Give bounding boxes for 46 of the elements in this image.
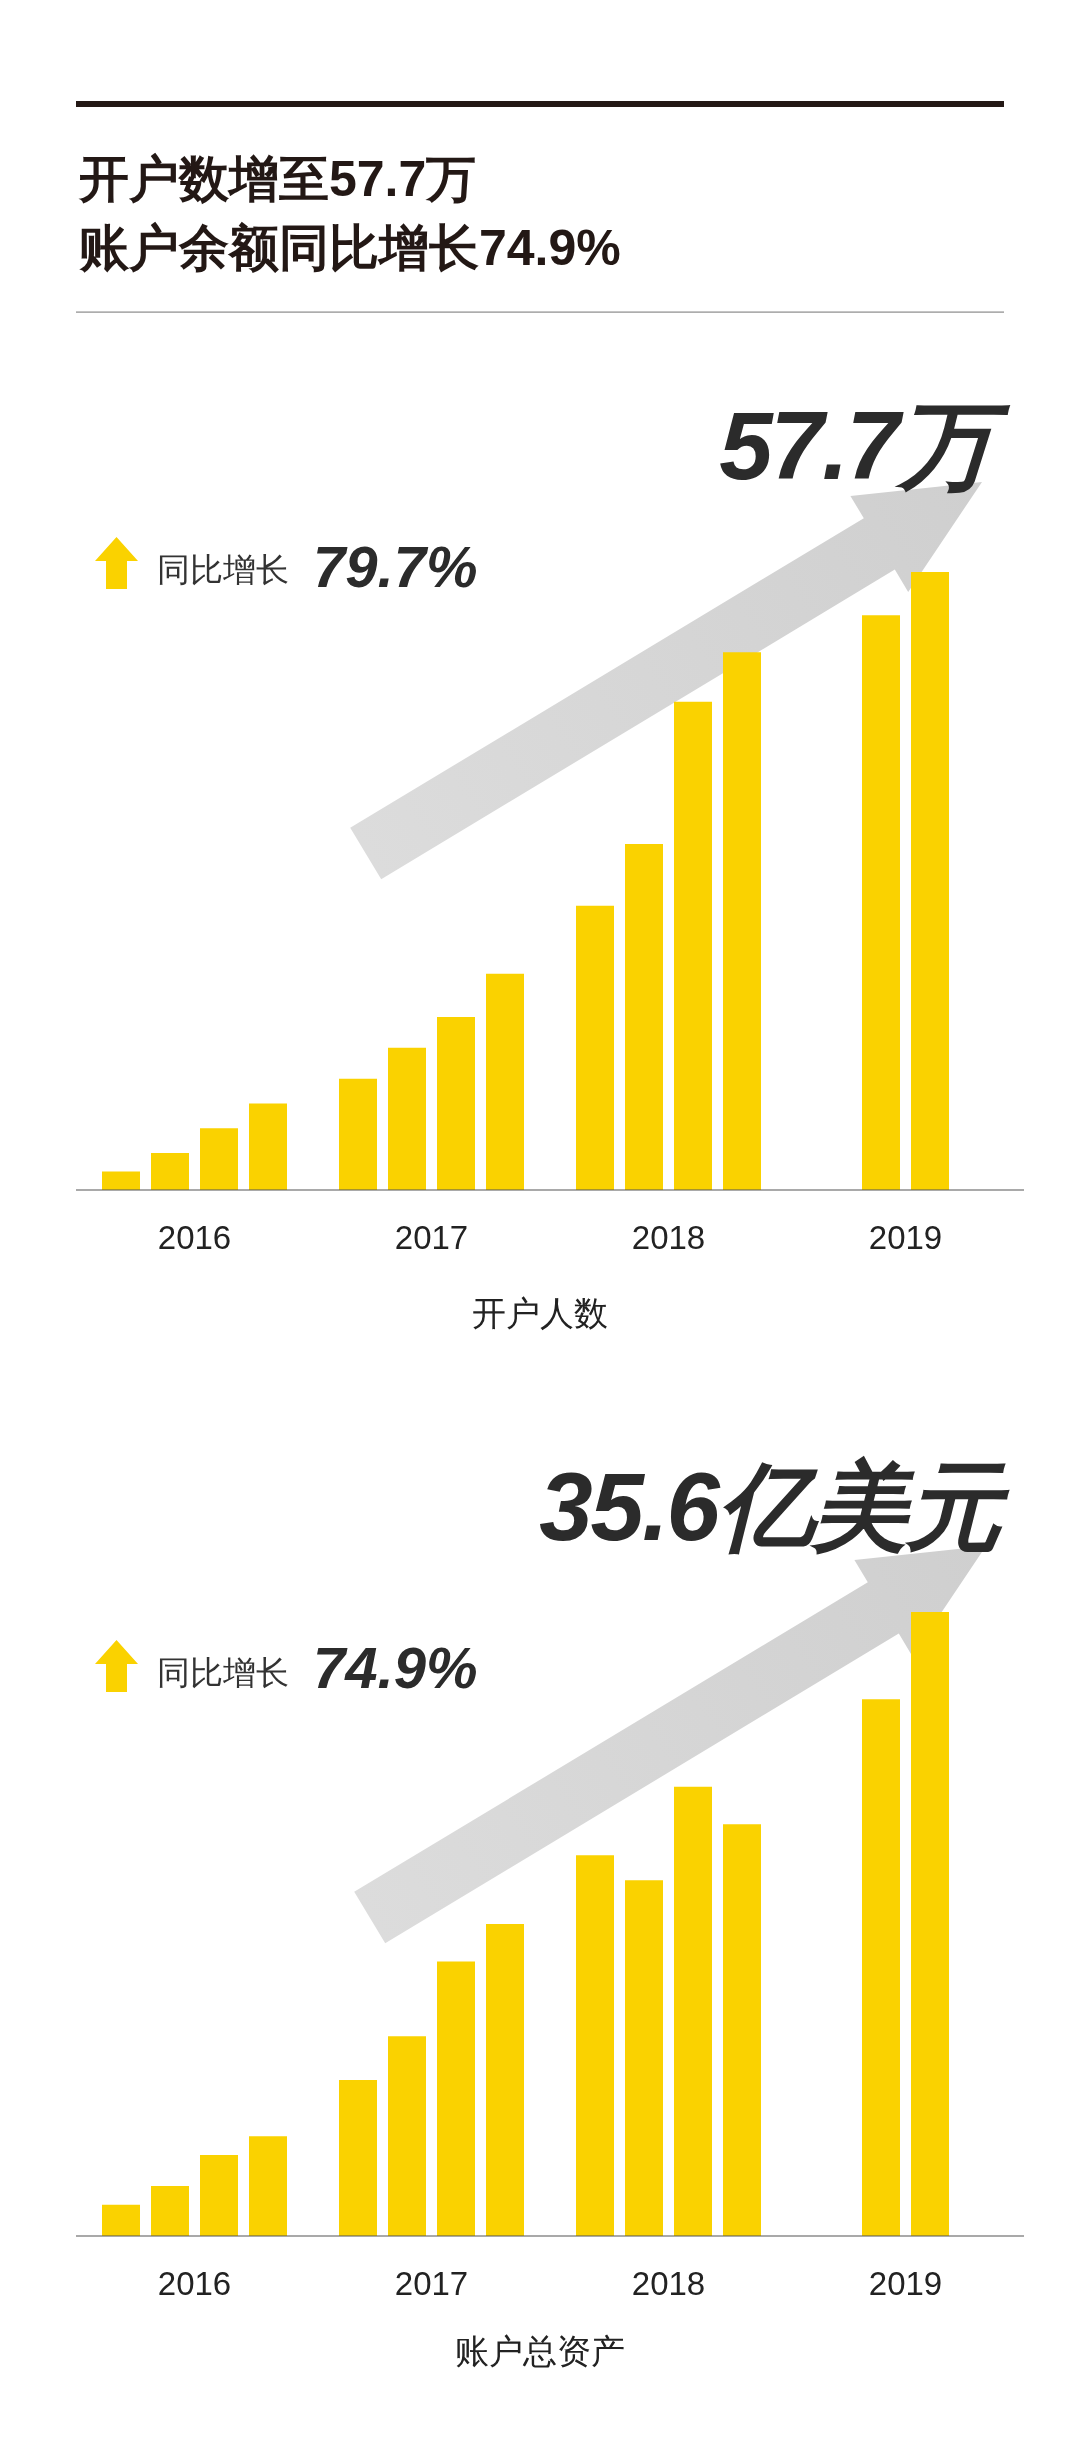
x-axis-title: 账户总资产 (455, 2332, 625, 2370)
x-tick-label: 2018 (631, 1219, 706, 1257)
bar (862, 615, 900, 1190)
annotation: 74.9% (313, 1635, 478, 1700)
bar (437, 1961, 475, 2236)
bar (388, 2036, 426, 2236)
text: 57.7万 (719, 392, 1011, 499)
bar (249, 1103, 287, 1190)
x-tick-label: 2019 (868, 1219, 943, 1257)
x-tick-label: 2016 (157, 1219, 232, 1257)
x-axis-title: 开户人数 (472, 1294, 608, 1332)
bar (151, 2186, 189, 2236)
bar (200, 2154, 238, 2236)
text: 35.6亿美元 (539, 1453, 1010, 1560)
bar (576, 1855, 614, 2236)
annotation: 同比增长 (157, 1654, 289, 1691)
bar (437, 1016, 475, 1190)
bar (911, 1612, 949, 2236)
chart-subtitle: 账户余额同比增长74.9% (79, 220, 621, 276)
bar (200, 1128, 238, 1190)
x-tick-label: 2016 (157, 2265, 232, 2303)
bar (486, 1924, 524, 2236)
bar (674, 701, 712, 1190)
bar (723, 652, 761, 1190)
bar (151, 1152, 189, 1190)
bar (249, 2136, 287, 2236)
annotation: 同比增长 (157, 551, 289, 588)
chart-title: 开户数增至57.7万 (78, 151, 477, 207)
bar (388, 1047, 426, 1190)
bar (339, 1078, 377, 1190)
bar (625, 843, 663, 1190)
x-tick-label: 2017 (394, 2265, 469, 2303)
x-tick-label: 2019 (868, 2265, 943, 2303)
bar (102, 2204, 140, 2236)
x-tick-label: 2017 (394, 1219, 469, 1257)
bar (674, 1786, 712, 2236)
bar (486, 973, 524, 1190)
bar (723, 1824, 761, 2236)
x-tick-label: 2018 (631, 2265, 706, 2303)
bar (862, 1699, 900, 2236)
bar (911, 572, 949, 1190)
annotation: 79.7% (313, 534, 478, 599)
bar (339, 2080, 377, 2236)
bar (625, 1880, 663, 2236)
bar (102, 1171, 140, 1190)
bar (576, 905, 614, 1190)
